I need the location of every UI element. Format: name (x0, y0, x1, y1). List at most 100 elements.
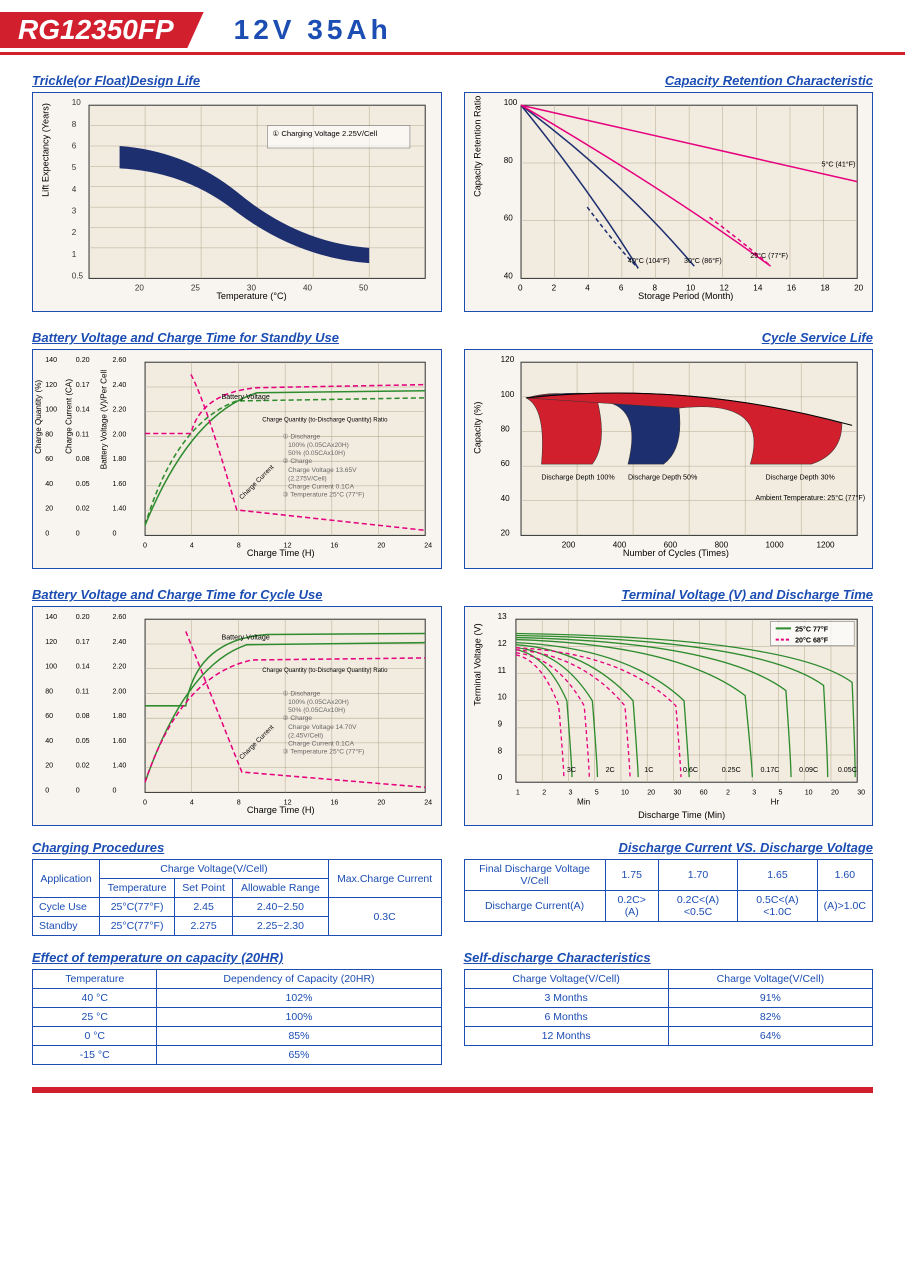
svg-text:8: 8 (72, 120, 77, 129)
svg-text:Battery Voltage (V)/Per Cell: Battery Voltage (V)/Per Cell (99, 370, 108, 470)
svg-text:Discharge Depth 30%: Discharge Depth 30% (765, 473, 835, 481)
chart-area: Capacity (%) Number of Cycles (Times) 20… (464, 349, 874, 569)
svg-text:0: 0 (517, 284, 522, 293)
td: 0 °C (33, 1027, 157, 1046)
td: 1.60 (817, 860, 872, 891)
svg-text:Terminal Voltage (V): Terminal Voltage (V) (472, 623, 482, 705)
svg-text:120: 120 (45, 638, 57, 646)
td: 0.2C<(A)<0.5C (658, 891, 737, 922)
self-discharge-table: Self-discharge Characteristics Charge Vo… (464, 936, 874, 1065)
model-badge: RG12350FP (0, 12, 204, 48)
chart-area: Charge Time (H) 02040608010012014000.020… (32, 606, 442, 826)
svg-text:12: 12 (284, 542, 292, 550)
svg-text:14: 14 (753, 284, 763, 293)
td: Discharge Current(A) (464, 891, 605, 922)
chart-standby-charge: Battery Voltage and Charge Time for Stan… (32, 330, 442, 569)
svg-text:Charge Quantity (to-Discharge: Charge Quantity (to-Discharge Quantity) … (262, 667, 388, 674)
chart-title: Battery Voltage and Charge Time for Cycl… (32, 587, 442, 602)
svg-text:1: 1 (515, 788, 519, 796)
svg-text:0.05: 0.05 (76, 480, 90, 488)
spec-title: 12V 35Ah (234, 14, 392, 46)
td: 100% (157, 1008, 441, 1027)
td: 25°C(77°F) (100, 898, 175, 917)
chart-area: Terminal Voltage (V) Discharge Time (Min… (464, 606, 874, 826)
td: 1.75 (605, 860, 658, 891)
svg-text:0.17: 0.17 (76, 638, 90, 646)
chart-cycle-charge: Battery Voltage and Charge Time for Cycl… (32, 587, 442, 826)
svg-text:24: 24 (424, 542, 432, 550)
td: 85% (157, 1027, 441, 1046)
svg-text:0.11: 0.11 (76, 687, 89, 695)
svg-text:① Charging Voltage 2.25V/Cell: ① Charging Voltage 2.25V/Cell (272, 129, 377, 138)
svg-text:10: 10 (620, 788, 628, 796)
svg-text:0.05: 0.05 (76, 737, 90, 745)
svg-text:0.17: 0.17 (76, 381, 90, 389)
td: 25 °C (33, 1008, 157, 1027)
svg-text:Hr: Hr (770, 798, 779, 807)
svg-text:2: 2 (725, 788, 729, 796)
th-temp: Temperature (100, 879, 175, 898)
svg-text:3: 3 (568, 788, 572, 796)
svg-text:20: 20 (854, 284, 864, 293)
svg-text:2.20: 2.20 (112, 406, 126, 414)
th-max: Max.Charge Current (328, 860, 441, 898)
svg-text:Charge Time (H): Charge Time (H) (247, 548, 315, 558)
section-title: Charging Procedures (32, 840, 442, 855)
th: Charge Voltage(V/Cell) (668, 970, 872, 989)
svg-text:120: 120 (500, 355, 514, 364)
svg-text:10: 10 (804, 788, 812, 796)
svg-text:Charge Quantity (to-Discharge: Charge Quantity (to-Discharge Quantity) … (262, 416, 388, 423)
svg-text:30°C (86°F): 30°C (86°F) (684, 257, 722, 265)
svg-text:0: 0 (76, 529, 80, 537)
svg-text:100: 100 (500, 390, 514, 399)
svg-text:0: 0 (76, 786, 80, 794)
svg-text:1000: 1000 (765, 541, 784, 550)
svg-text:1C: 1C (644, 766, 653, 774)
svg-text:20: 20 (377, 799, 385, 807)
svg-text:200: 200 (561, 541, 575, 550)
svg-text:5: 5 (594, 788, 598, 796)
svg-text:13: 13 (497, 612, 507, 621)
svg-text:20°C 68°F: 20°C 68°F (795, 637, 829, 645)
svg-text:20: 20 (500, 528, 510, 537)
svg-text:0: 0 (112, 786, 116, 794)
th-cv: Charge Voltage(V/Cell) (100, 860, 329, 879)
svg-text:4: 4 (72, 185, 77, 194)
svg-text:1.60: 1.60 (112, 737, 126, 745)
th-sp: Set Point (175, 879, 233, 898)
td: 2.45 (175, 898, 233, 917)
svg-text:30: 30 (673, 788, 681, 796)
td: 0.5C<(A)<1.0C (738, 891, 817, 922)
svg-text:60: 60 (699, 788, 707, 796)
chart-title: Capacity Retention Characteristic (464, 73, 874, 88)
discharge-voltage-table: Discharge Current VS. Discharge Voltage … (464, 826, 874, 936)
svg-text:20: 20 (647, 788, 655, 796)
svg-text:0.20: 0.20 (76, 613, 90, 621)
svg-text:80: 80 (500, 424, 510, 433)
svg-text:800: 800 (714, 541, 728, 550)
svg-text:16: 16 (330, 799, 338, 807)
svg-text:40: 40 (303, 284, 313, 293)
svg-text:0: 0 (497, 773, 502, 782)
svg-text:0.14: 0.14 (76, 663, 90, 671)
svg-text:0: 0 (45, 786, 49, 794)
svg-text:2.60: 2.60 (112, 613, 126, 621)
svg-text:12: 12 (284, 799, 292, 807)
chart-title: Trickle(or Float)Design Life (32, 73, 442, 88)
td: 40 °C (33, 989, 157, 1008)
svg-text:1.40: 1.40 (112, 762, 126, 770)
svg-text:16: 16 (330, 542, 338, 550)
svg-text:140: 140 (45, 356, 57, 364)
td: 1.65 (738, 860, 817, 891)
temp-capacity-table: Effect of temperature on capacity (20HR)… (32, 936, 442, 1065)
svg-text:0.25C: 0.25C (721, 766, 740, 774)
chart-capacity-retention: Capacity Retention Characteristic Capaci… (464, 73, 874, 312)
svg-text:0: 0 (143, 799, 147, 807)
svg-text:1.80: 1.80 (112, 712, 126, 720)
svg-text:0.17C: 0.17C (760, 766, 779, 774)
svg-text:0.08: 0.08 (76, 712, 90, 720)
td: Final Discharge Voltage V/Cell (464, 860, 605, 891)
svg-text:9: 9 (497, 720, 502, 729)
td: 64% (668, 1027, 872, 1046)
svg-text:3: 3 (72, 206, 77, 215)
